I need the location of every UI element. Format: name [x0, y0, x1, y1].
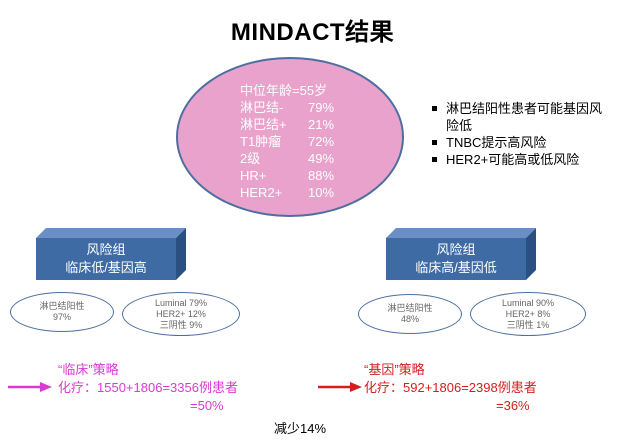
arrow-right-icon: [8, 382, 52, 392]
genomic-strategy-result: =36%: [496, 398, 530, 413]
stat-value: 10%: [308, 185, 335, 200]
subtype-ellipse-left: Luminal 79% HER2+ 12% 三阴性 9%: [122, 292, 240, 336]
stat-value: 49%: [308, 151, 335, 166]
findings-bullet-list: 淋巴结阳性患者可能基因风险低 TNBC提示高风险 HER2+可能高或低风险: [430, 100, 610, 168]
stat-row: HER2+ 10%: [240, 184, 334, 201]
stat-row: 淋巴结- 79%: [240, 99, 334, 116]
stat-label: 淋巴结-: [240, 100, 284, 115]
stat-label: 2级: [240, 151, 261, 166]
stat-label: 淋巴结+: [240, 117, 287, 132]
box-top-face: [386, 228, 536, 238]
ellipse-line: 三阴性 1%: [506, 320, 550, 330]
stat-value: 79%: [308, 100, 335, 115]
ellipse-line: HER2+ 8%: [505, 309, 551, 319]
clinical-strategy-result: =50%: [190, 398, 224, 413]
ellipse-value: 97%: [52, 312, 71, 322]
page-title: MINDACT结果: [230, 19, 395, 46]
clinical-strategy-heading: “临床”策略: [58, 362, 119, 377]
risk-group-box-clinical-low: 风险组 临床低/基因高: [36, 228, 186, 280]
patient-characteristics: 中位年龄=55岁 淋巴结- 79% 淋巴结+ 21% T1肿瘤 72% 2级 4…: [240, 82, 334, 201]
ellipse-line: HER2+ 12%: [156, 309, 206, 319]
box-side-face: [176, 228, 186, 280]
ellipse-line: Luminal 90%: [501, 298, 555, 308]
box-heading: 风险组: [86, 242, 126, 257]
genomic-strategy-line: 化疗：592+1806=2398例患者: [364, 380, 537, 395]
reduction-summary: 减少14%: [274, 421, 327, 436]
stat-row: HR+ 88%: [240, 167, 334, 184]
bullet-item: HER2+可能高或低风险: [430, 151, 610, 168]
stat-label: HR+: [240, 168, 267, 183]
subtype-ellipse-right: Luminal 90% HER2+ 8% 三阴性 1%: [470, 292, 586, 336]
ellipse-label: 淋巴结阳性: [387, 303, 433, 313]
median-age-row: 中位年龄=55岁: [240, 82, 334, 99]
risk-group-box-clinical-high: 风险组 临床高/基因低: [386, 228, 536, 280]
ellipse-label: 淋巴结阳性: [39, 301, 85, 311]
patient-characteristics-ellipse: [176, 57, 404, 217]
box-heading: 风险组: [436, 242, 476, 257]
ellipse-line: 三阴性 9%: [159, 320, 203, 330]
box-front-face: 风险组 临床高/基因低: [386, 238, 526, 280]
bullet-item: 淋巴结阳性患者可能基因风险低: [430, 100, 610, 134]
node-positive-ellipse-right: 淋巴结阳性 48%: [358, 294, 462, 334]
box-front-face: 风险组 临床低/基因高: [36, 238, 176, 280]
stat-row: T1肿瘤 72%: [240, 133, 334, 150]
stat-value: 72%: [308, 134, 335, 149]
stat-row: 2级 49%: [240, 150, 334, 167]
ellipse-line: Luminal 79%: [154, 298, 208, 308]
box-side-face: [526, 228, 536, 280]
node-positive-ellipse-left: 淋巴结阳性 97%: [10, 292, 114, 332]
genomic-strategy-heading: “基因”策略: [364, 362, 425, 377]
stat-row: 淋巴结+ 21%: [240, 116, 334, 133]
stat-label: T1肿瘤: [240, 134, 282, 149]
ellipse-value: 48%: [400, 314, 419, 324]
median-age-text: 中位年龄=55岁: [240, 83, 328, 98]
stat-label: HER2+: [240, 185, 283, 200]
stat-value: 21%: [308, 117, 335, 132]
arrow-right-icon: [318, 382, 362, 392]
box-subheading: 临床低/基因高: [65, 260, 147, 275]
bullet-item: TNBC提示高风险: [430, 134, 610, 151]
clinical-strategy-line: 化疗：1550+1806=3356例患者: [58, 380, 238, 395]
box-top-face: [36, 228, 186, 238]
stat-value: 88%: [308, 168, 335, 183]
box-subheading: 临床高/基因低: [415, 260, 497, 275]
